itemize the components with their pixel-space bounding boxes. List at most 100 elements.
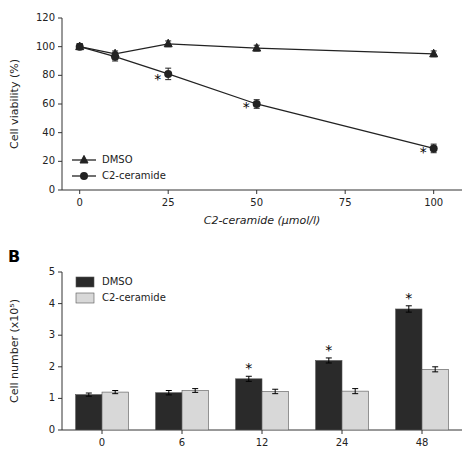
y-tick-label: 40 <box>42 127 55 138</box>
x-tick <box>256 190 257 194</box>
x-tick <box>168 190 169 194</box>
x-tick-label: 50 <box>250 197 263 208</box>
bar <box>422 369 448 430</box>
y-tick <box>58 46 62 47</box>
legend-marker <box>80 155 88 163</box>
y-tick-label: 2 <box>49 361 55 372</box>
legend-label: C2-ceramide <box>102 170 166 181</box>
error-bar <box>246 376 252 381</box>
chart-line: 0 20 40 60 80 100 120 Cell viability (%) 0 25 50 75… <box>8 12 462 227</box>
error-bar <box>112 391 118 394</box>
y-tick-label: 3 <box>49 329 55 340</box>
x-tick <box>342 430 343 434</box>
plot-area <box>76 39 438 153</box>
y-tick-label: 80 <box>42 69 55 80</box>
x-tick <box>79 190 80 194</box>
annotation: * <box>154 71 161 87</box>
error-bar <box>192 389 198 393</box>
error-bar <box>326 358 332 363</box>
error-bar <box>431 144 437 153</box>
annotation: * <box>420 144 427 160</box>
error-bar <box>166 391 172 395</box>
chart-bar: 012345Cell number (x10⁵)06122448***BDMSO… <box>8 247 462 448</box>
x-tick-label: 25 <box>162 197 175 208</box>
x-axis-label: C2-ceramide (μmol/l) <box>204 214 321 227</box>
data-point <box>430 144 438 152</box>
bar <box>396 309 422 430</box>
bar <box>262 391 288 430</box>
legend-marker <box>80 172 88 180</box>
annotation: * <box>243 99 250 115</box>
x-tick <box>262 430 263 434</box>
error-bar <box>432 367 438 372</box>
x-tick <box>345 190 346 194</box>
annotation: * <box>405 290 412 306</box>
panel-label: B <box>8 247 20 266</box>
data-point <box>164 70 172 78</box>
x-tick-label: 6 <box>179 437 185 448</box>
y-tick <box>58 366 62 367</box>
y-tick-label: 20 <box>42 155 55 166</box>
annotation: * <box>325 342 332 358</box>
y-axis-line <box>62 272 63 430</box>
error-bar <box>165 68 171 79</box>
x-tick-label: 75 <box>339 197 352 208</box>
bar <box>182 391 208 431</box>
y-tick-label: 120 <box>36 12 55 23</box>
y-tick <box>58 75 62 76</box>
error-bar <box>254 100 260 109</box>
y-tick <box>58 132 62 133</box>
data-point <box>253 44 261 52</box>
x-tick <box>102 430 103 434</box>
annotation: * <box>245 360 252 376</box>
x-tick <box>433 190 434 194</box>
x-tick-label: 0 <box>77 197 83 208</box>
y-tick-label: 60 <box>42 98 55 109</box>
series-line <box>80 47 434 149</box>
y-tick <box>58 190 62 191</box>
bar <box>316 360 342 430</box>
legend-label: DMSO <box>102 276 133 287</box>
x-axis-line <box>62 190 462 191</box>
y-tick-label: 1 <box>49 392 55 403</box>
data-point <box>164 39 172 47</box>
bar <box>76 395 102 430</box>
y-tick <box>58 104 62 105</box>
y-tick <box>58 303 62 304</box>
plot-area <box>76 306 449 430</box>
y-tick-label: 0 <box>49 424 55 435</box>
bar <box>102 392 128 430</box>
legend-swatch <box>76 293 94 303</box>
bar <box>156 393 182 430</box>
x-tick-label: 12 <box>256 437 269 448</box>
y-tick <box>58 430 62 431</box>
y-axis-label: Cell number (x10⁵) <box>8 299 21 403</box>
legend-label: DMSO <box>102 154 133 165</box>
y-tick-label: 4 <box>49 298 55 309</box>
error-bar <box>352 389 358 394</box>
x-tick-label: 48 <box>416 437 429 448</box>
x-tick-label: 24 <box>336 437 349 448</box>
data-point <box>76 42 84 50</box>
y-tick <box>58 18 62 19</box>
y-tick-label: 5 <box>49 266 55 277</box>
y-tick-label: 0 <box>49 184 55 195</box>
x-tick <box>422 430 423 434</box>
y-tick <box>58 335 62 336</box>
legend: DMSO C2-ceramide <box>76 276 166 303</box>
data-point <box>253 100 261 108</box>
x-tick-label: 0 <box>99 437 105 448</box>
y-tick <box>58 398 62 399</box>
y-axis-label: Cell viability (%) <box>8 59 21 149</box>
error-bar <box>272 389 278 393</box>
chart-canvas: 020406080100120Cell viability (%)0255075… <box>0 0 474 474</box>
legend-label: C2-ceramide <box>102 292 166 303</box>
legend-swatch <box>76 277 94 287</box>
legend: DMSO C2-ceramide <box>72 154 166 181</box>
error-bar <box>86 393 92 396</box>
series-line <box>80 44 434 54</box>
error-bar <box>112 52 118 61</box>
bar <box>342 391 368 430</box>
x-tick-label: 100 <box>424 197 443 208</box>
bar <box>236 379 262 430</box>
